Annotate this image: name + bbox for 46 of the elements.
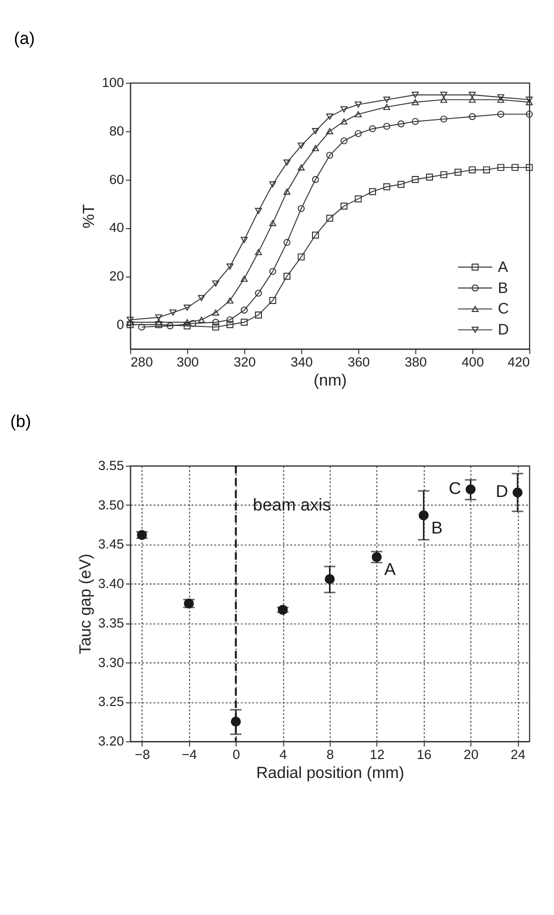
legend-label: A [498, 258, 509, 276]
x-tick-label: 24 [510, 746, 526, 762]
y-tick-label: 80 [109, 123, 124, 138]
legend-label: B [498, 280, 508, 297]
x-tick-label: −4 [182, 746, 197, 762]
x-tick-label: 400 [462, 354, 484, 370]
legend-label: D [498, 322, 509, 339]
y-tick-label: 60 [109, 172, 124, 187]
x-tick-label: 360 [348, 354, 370, 370]
x-tick-label: 300 [176, 354, 199, 370]
x-tick-label: 280 [130, 354, 153, 370]
y-tick-label: 3.55 [98, 458, 124, 473]
x-tick-label: 8 [326, 746, 334, 762]
x-tick-label: 4 [280, 746, 287, 762]
y-tick-label: 3.35 [98, 615, 124, 630]
y-tick-label: 3.30 [98, 654, 124, 670]
y-tick-label: 3.40 [98, 576, 124, 592]
x-tick-label: 420 [508, 354, 530, 370]
x-tick-label: −8 [134, 746, 150, 762]
annotation: B [431, 518, 443, 538]
y-axis-title: %T [80, 204, 98, 228]
x-axis-title: Radial position (mm) [256, 764, 404, 782]
y-tick-label: 20 [109, 268, 124, 284]
y-tick-label: 40 [109, 220, 124, 236]
y-tick-label: 3.25 [98, 694, 124, 710]
y-tick-label: 0 [116, 316, 124, 332]
x-tick-label: 380 [404, 354, 427, 370]
y-axis-title: Tauc gap (eV) [76, 554, 95, 654]
x-tick-label: 16 [416, 746, 432, 762]
x-axis-title: (nm) [314, 371, 347, 390]
y-tick-label: 100 [102, 75, 124, 90]
annotation: A [384, 560, 396, 580]
annotation: C [448, 479, 462, 498]
x-tick-label: 12 [370, 746, 385, 762]
y-tick-label: 3.20 [98, 734, 124, 749]
y-tick-label: 3.50 [98, 497, 124, 512]
x-tick-label: 0 [232, 746, 240, 762]
x-tick-label: 320 [234, 354, 256, 370]
ref-line-label: beam axis [252, 495, 331, 514]
chart-title: (a) [14, 28, 35, 48]
legend-label: C [498, 300, 509, 318]
x-tick-label: 20 [464, 746, 478, 762]
x-tick-label: 340 [290, 354, 313, 370]
annotation: D [496, 482, 508, 502]
chart-title: (b) [10, 412, 32, 431]
y-tick-label: 3.45 [98, 536, 124, 552]
